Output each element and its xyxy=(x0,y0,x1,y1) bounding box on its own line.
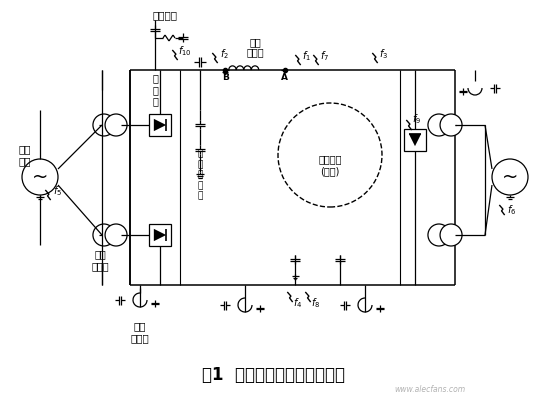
Polygon shape xyxy=(154,119,166,131)
Circle shape xyxy=(492,159,528,195)
Bar xyxy=(404,129,426,151)
Circle shape xyxy=(105,114,127,136)
Text: 交流
滤波器: 交流 滤波器 xyxy=(130,321,150,343)
Text: 交流
系统: 交流 系统 xyxy=(19,144,31,166)
Bar xyxy=(149,224,171,246)
Polygon shape xyxy=(409,134,421,146)
Text: 换
流
阀: 换 流 阀 xyxy=(152,73,158,107)
Text: ~: ~ xyxy=(502,168,518,186)
Text: $f_3$: $f_3$ xyxy=(379,47,389,61)
Text: ~: ~ xyxy=(32,168,48,186)
Text: www.alecfans.com: www.alecfans.com xyxy=(394,385,466,395)
Text: 换流
变压器: 换流 变压器 xyxy=(91,249,109,271)
Text: $f_2$: $f_2$ xyxy=(219,47,228,61)
Text: $f_5$: $f_5$ xyxy=(54,184,63,198)
Circle shape xyxy=(440,114,462,136)
Bar xyxy=(149,114,171,136)
Circle shape xyxy=(22,159,58,195)
Text: $f_6$: $f_6$ xyxy=(507,203,517,217)
Text: 直流线路
(区内): 直流线路 (区内) xyxy=(318,154,342,176)
Text: $f_8$: $f_8$ xyxy=(311,296,321,310)
Text: A: A xyxy=(281,73,288,81)
Polygon shape xyxy=(154,229,166,241)
Circle shape xyxy=(428,224,450,246)
Circle shape xyxy=(93,114,115,136)
Text: 电抗器: 电抗器 xyxy=(246,47,264,57)
Circle shape xyxy=(105,224,127,246)
Text: $f_9$: $f_9$ xyxy=(412,112,422,126)
Text: $f_7$: $f_7$ xyxy=(321,49,330,63)
Text: 无功补偿: 无功补偿 xyxy=(152,10,177,20)
Circle shape xyxy=(428,114,450,136)
Text: 平波: 平波 xyxy=(249,37,261,47)
Text: 图1  高压直流输电系统结构图: 图1 高压直流输电系统结构图 xyxy=(201,366,345,384)
Text: $f_4$: $f_4$ xyxy=(293,296,302,310)
Text: $f_1$: $f_1$ xyxy=(302,49,312,63)
Text: B: B xyxy=(223,73,229,81)
Text: $f_{10}$: $f_{10}$ xyxy=(178,44,192,58)
Text: 直
流
滤
波
器: 直 流 滤 波 器 xyxy=(197,150,203,200)
Circle shape xyxy=(440,224,462,246)
Circle shape xyxy=(93,224,115,246)
